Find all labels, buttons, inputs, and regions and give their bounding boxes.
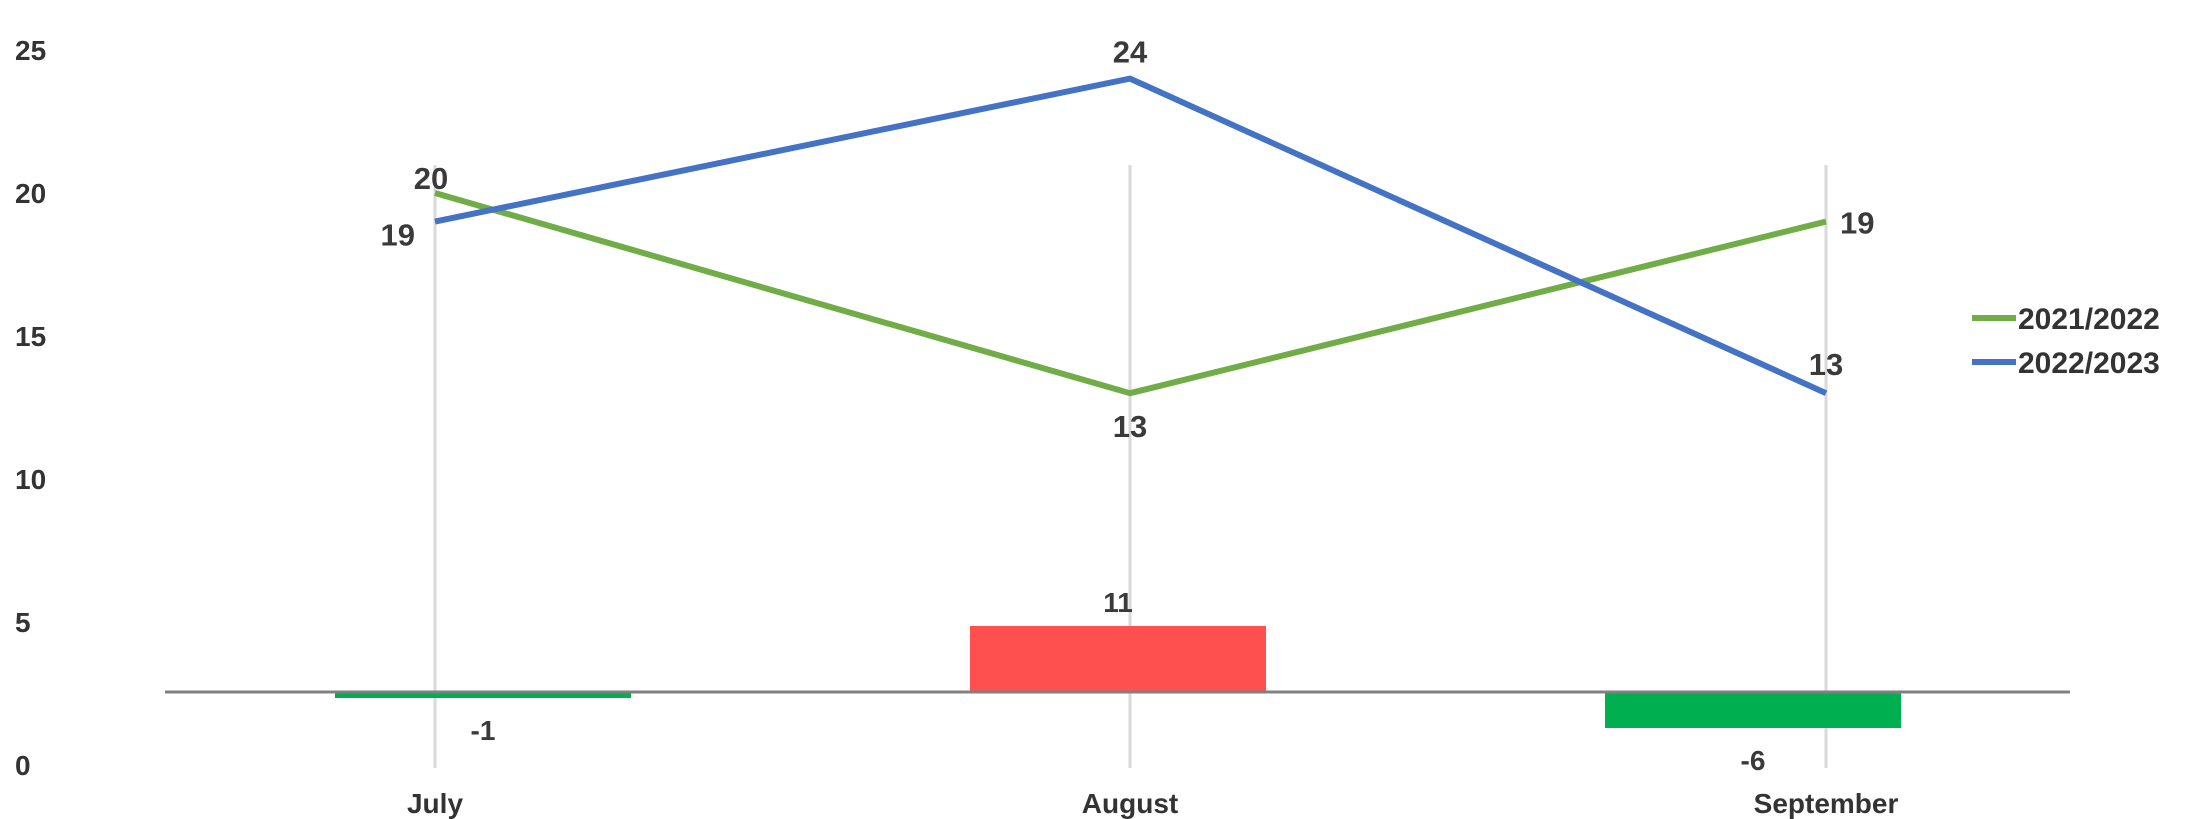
line-value-label: 20: [414, 161, 448, 196]
y-axis: 0 5 10 15 20 25: [15, 35, 46, 781]
y-tick-label: 15: [15, 321, 46, 352]
x-tick-label: August: [1082, 788, 1178, 819]
bar-value-label: -1: [471, 715, 496, 746]
difference-bars: [335, 626, 1901, 728]
difference-bar-september: [1605, 692, 1901, 728]
line-value-label: 24: [1113, 35, 1148, 70]
difference-bar-august: [970, 626, 1266, 692]
x-tick-label: September: [1754, 788, 1899, 819]
line-value-label: 19: [1840, 206, 1874, 241]
x-axis: July August September: [407, 788, 1898, 819]
series-line-0: [434, 190, 1827, 397]
y-tick-label: 0: [15, 750, 31, 781]
line-value-label: 19: [381, 218, 415, 253]
y-tick-label: 25: [15, 35, 46, 66]
y-tick-label: 5: [15, 607, 31, 638]
bar-value-label: -6: [1741, 745, 1766, 776]
y-tick-label: 10: [15, 464, 46, 495]
series-lines: [434, 75, 1828, 397]
line-value-label: 13: [1809, 347, 1843, 382]
bar-value-label: 11: [1103, 587, 1133, 618]
series-line-1: [434, 75, 1828, 396]
line-value-label: 13: [1113, 409, 1147, 444]
x-tick-label: July: [407, 788, 463, 819]
y-tick-label: 20: [15, 178, 46, 209]
difference-bar-july: [335, 692, 631, 698]
legend-label: 2021/2022: [2018, 303, 2160, 336]
legend-label: 2022/2023: [2018, 347, 2160, 380]
legend: 2021/2022 2022/2023: [1972, 303, 2160, 380]
data-labels: -1 11 -6 20 13 19 19 24 13: [381, 35, 1875, 776]
